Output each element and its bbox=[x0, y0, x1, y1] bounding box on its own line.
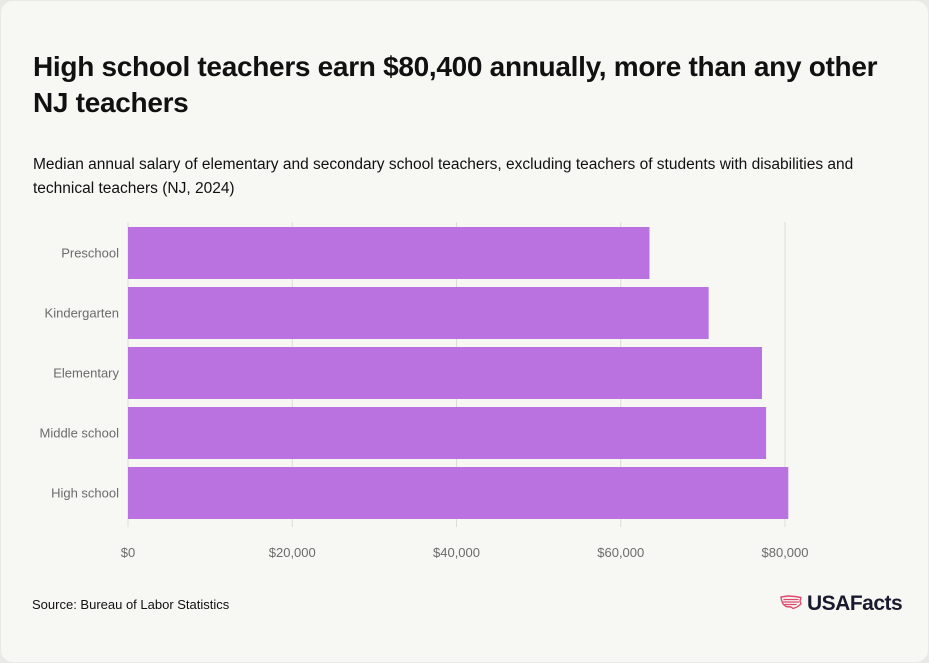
bar-preschool[interactable] bbox=[128, 227, 650, 279]
category-label: Preschool bbox=[61, 246, 119, 261]
bar-kindergarten[interactable] bbox=[128, 287, 709, 339]
bar-middle-school[interactable] bbox=[128, 407, 767, 459]
usafacts-logo[interactable]: USAFacts bbox=[779, 592, 903, 616]
x-tick-label: $80,000 bbox=[762, 545, 809, 560]
source-note: Source: Bureau of Labor Statistics bbox=[32, 597, 230, 612]
chart-subtitle: Median annual salary of elementary and s… bbox=[33, 156, 854, 197]
category-label: High school bbox=[51, 486, 119, 501]
bar-high-school[interactable] bbox=[128, 467, 789, 519]
logo-text: USAFacts bbox=[807, 592, 903, 615]
x-tick-label: $20,000 bbox=[269, 545, 316, 560]
category-label: Kindergarten bbox=[45, 306, 119, 321]
chart-title: High school teachers earn $80,400 annual… bbox=[33, 51, 878, 118]
bar-elementary[interactable] bbox=[128, 347, 763, 399]
x-tick-label: $40,000 bbox=[433, 545, 480, 560]
x-tick-label: $60,000 bbox=[597, 545, 644, 560]
us-flag-map-icon bbox=[779, 594, 803, 615]
category-label: Middle school bbox=[40, 426, 120, 441]
category-label: Elementary bbox=[53, 366, 119, 381]
x-tick-label: $0 bbox=[121, 545, 135, 560]
